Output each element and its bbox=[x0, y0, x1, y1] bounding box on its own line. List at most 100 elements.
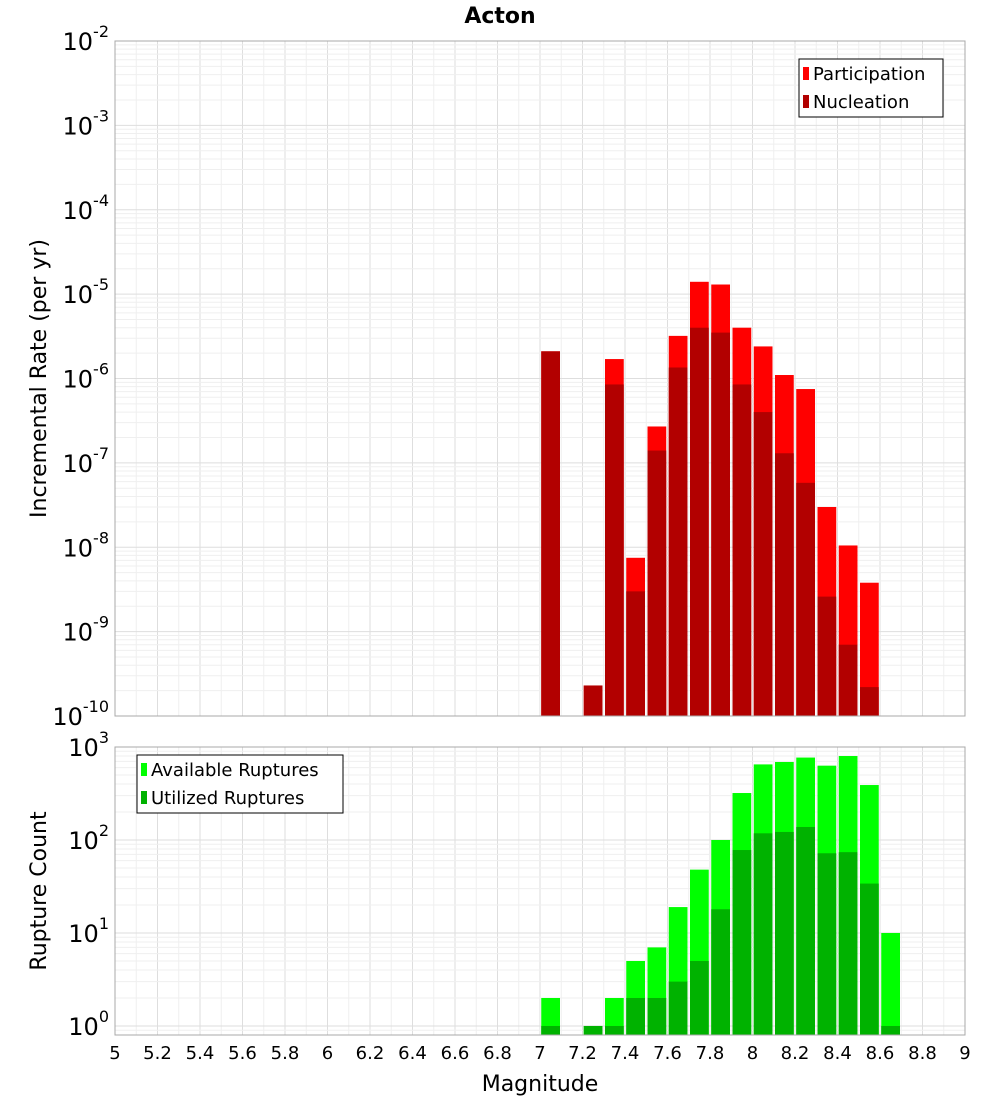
x-tick-label: 5.4 bbox=[186, 1043, 215, 1064]
bar-utilized-ruptures bbox=[626, 997, 645, 1035]
y-tick-exponent: -5 bbox=[93, 275, 109, 294]
bar-nucleation bbox=[711, 332, 730, 716]
y-tick-exponent: -10 bbox=[83, 697, 109, 716]
bar-utilized-ruptures bbox=[711, 909, 730, 1035]
y-tick-exponent: -9 bbox=[93, 613, 109, 632]
bar-available-ruptures bbox=[541, 997, 560, 1035]
y-tick-base: 10 bbox=[63, 450, 94, 478]
bar-utilized-ruptures bbox=[753, 833, 773, 1035]
legend-swatch bbox=[141, 763, 147, 776]
y-tick-exponent: -2 bbox=[93, 22, 109, 41]
y-tick-base: 10 bbox=[63, 281, 94, 309]
x-axis-title: Magnitude bbox=[482, 1072, 599, 1097]
y-tick-label: 10-3 bbox=[63, 106, 110, 140]
x-tick-label: 8.4 bbox=[823, 1043, 852, 1064]
y-tick-exponent: 0 bbox=[99, 1007, 109, 1026]
y-tick-base: 10 bbox=[63, 619, 94, 647]
bar-utilized-ruptures bbox=[647, 997, 667, 1035]
y-tick-base: 10 bbox=[63, 112, 94, 140]
y-tick-exponent: -4 bbox=[93, 191, 109, 210]
legend-swatch bbox=[803, 67, 809, 80]
x-tick-label: 5.2 bbox=[143, 1043, 172, 1064]
x-tick-label: 8.6 bbox=[866, 1043, 895, 1064]
x-tick-label: 8.8 bbox=[908, 1043, 937, 1064]
x-tick-label: 7.6 bbox=[653, 1043, 682, 1064]
legend-label: Utilized Ruptures bbox=[151, 788, 304, 809]
bar-utilized-ruptures bbox=[668, 981, 688, 1035]
bar-nucleation bbox=[753, 412, 773, 716]
y-tick-label: 10-4 bbox=[63, 191, 110, 225]
plot-frame bbox=[114, 40, 966, 717]
x-tick-label: 5.6 bbox=[228, 1043, 257, 1064]
y-axis-title: Rupture Count bbox=[27, 811, 52, 971]
plot-frame bbox=[114, 746, 966, 1036]
y-tick-base: 10 bbox=[63, 534, 94, 562]
y-tick-label: 100 bbox=[68, 1007, 109, 1041]
x-tick-label: 6.8 bbox=[483, 1043, 512, 1064]
y-tick-label: 10-6 bbox=[63, 360, 110, 394]
bar-nucleation bbox=[541, 351, 560, 716]
x-tick-label: 8 bbox=[747, 1043, 758, 1064]
x-tick-label: 6.4 bbox=[398, 1043, 427, 1064]
legend-box bbox=[798, 58, 944, 118]
legend-label: Nucleation bbox=[813, 92, 909, 113]
legend-swatch bbox=[141, 791, 147, 804]
y-tick-label: 10-2 bbox=[63, 22, 110, 56]
x-tick-label: 6.6 bbox=[441, 1043, 470, 1064]
bar-participation bbox=[860, 582, 879, 716]
y-tick-exponent: -3 bbox=[93, 106, 109, 125]
bar-nucleation bbox=[775, 453, 794, 716]
bar-utilized-ruptures bbox=[881, 1025, 900, 1035]
bar-utilized-ruptures bbox=[860, 883, 879, 1035]
x-tick-label: 6.2 bbox=[356, 1043, 385, 1064]
bar-utilized-ruptures bbox=[690, 960, 709, 1035]
legend-box bbox=[136, 754, 344, 814]
y-tick-label: 10-10 bbox=[52, 697, 109, 731]
legend: Available Ruptures Utilized Ruptures bbox=[136, 754, 344, 814]
x-tick-label: 5 bbox=[109, 1043, 120, 1064]
bar-utilized-ruptures bbox=[775, 831, 794, 1035]
x-tick-label: 5.8 bbox=[271, 1043, 300, 1064]
bar-utilized-ruptures bbox=[817, 853, 837, 1035]
bar-utilized-ruptures bbox=[732, 850, 752, 1035]
x-tick-label: 8.2 bbox=[781, 1043, 810, 1064]
y-tick-label: 10-5 bbox=[63, 275, 110, 309]
y-axis-title: Incremental Rate (per yr) bbox=[27, 239, 52, 518]
bar-nucleation bbox=[647, 450, 667, 716]
y-tick-base: 10 bbox=[68, 827, 99, 855]
y-tick-label: 10-7 bbox=[63, 444, 110, 478]
bar-nucleation bbox=[583, 685, 603, 716]
y-tick-base: 10 bbox=[52, 703, 83, 731]
x-tick-label: 7.2 bbox=[568, 1043, 597, 1064]
bar-utilized-ruptures bbox=[541, 1025, 560, 1035]
bar-available-ruptures bbox=[605, 997, 624, 1035]
bar-nucleation bbox=[796, 482, 815, 716]
y-tick-label: 10-9 bbox=[63, 613, 110, 647]
y-tick-label: 10-8 bbox=[63, 528, 110, 562]
x-tick-label: 7.4 bbox=[611, 1043, 640, 1064]
y-tick-base: 10 bbox=[68, 1013, 99, 1041]
y-tick-label: 101 bbox=[68, 914, 109, 948]
y-tick-label: 103 bbox=[68, 728, 109, 762]
legend-label: Available Ruptures bbox=[151, 760, 319, 781]
panel-1: 10-1010-910-810-710-610-510-410-310-2Inc… bbox=[27, 22, 966, 731]
legend-swatch bbox=[803, 95, 809, 108]
y-tick-exponent: 1 bbox=[99, 914, 109, 933]
bar-nucleation bbox=[605, 384, 624, 716]
chart-title: Acton bbox=[464, 4, 535, 29]
legend: Participation Nucleation bbox=[798, 58, 944, 118]
y-tick-exponent: -7 bbox=[93, 444, 109, 463]
y-tick-base: 10 bbox=[68, 920, 99, 948]
bar-utilized-ruptures bbox=[583, 1025, 603, 1035]
y-tick-exponent: 3 bbox=[99, 728, 109, 747]
x-tick-label: 6 bbox=[322, 1043, 333, 1064]
y-tick-base: 10 bbox=[63, 197, 94, 225]
x-tick-label: 7 bbox=[534, 1043, 545, 1064]
bar-nucleation bbox=[732, 384, 752, 716]
y-tick-base: 10 bbox=[63, 366, 94, 394]
bar-nucleation bbox=[690, 327, 709, 716]
bar-utilized-ruptures bbox=[605, 1025, 624, 1035]
